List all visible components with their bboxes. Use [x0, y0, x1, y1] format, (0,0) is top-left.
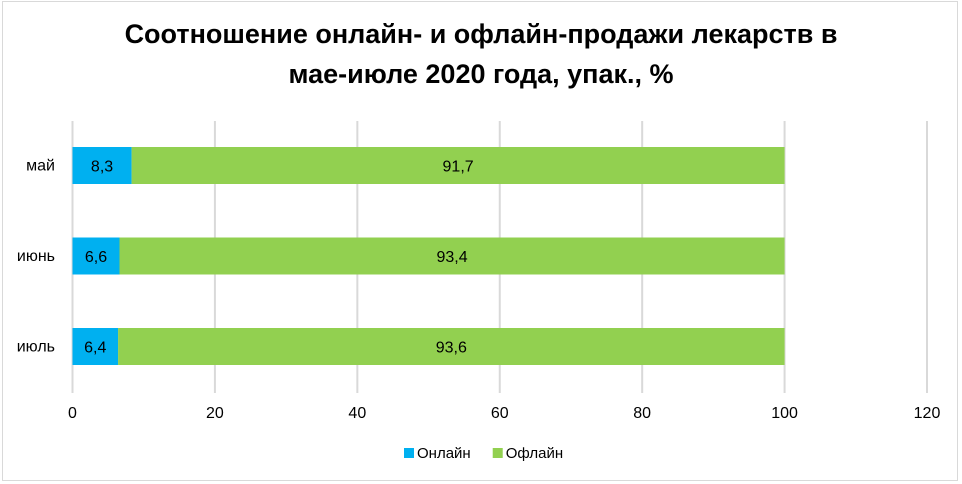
y-category-label: июнь [17, 248, 55, 265]
data-label: 8,3 [91, 159, 113, 176]
bar-Офлайн [119, 237, 785, 275]
legend-swatch [404, 448, 414, 458]
legend-label: Онлайн [417, 445, 471, 462]
y-category-label: май [26, 158, 55, 175]
x-tick-label: 80 [633, 405, 651, 422]
bar-Онлайн [72, 147, 132, 184]
x-tick-label: 120 [914, 405, 941, 422]
x-tick-label: 20 [206, 405, 224, 422]
data-label: 91,7 [443, 159, 474, 176]
chart-title-line-2: мае-июле 2020 года, упак., % [288, 59, 674, 89]
data-label: 93,6 [436, 340, 467, 357]
x-tick-label: 0 [68, 405, 77, 422]
bar-Онлайн [72, 237, 120, 275]
x-tick-label: 60 [491, 405, 509, 422]
legend-label: Офлайн [506, 445, 563, 462]
bar-Офлайн [131, 147, 785, 184]
legend-swatch [492, 448, 503, 458]
y-category-label: июль [17, 339, 55, 356]
data-label: 6,4 [84, 340, 106, 357]
chart-title-line-1: Соотношение онлайн- и офлайн-продажи лек… [124, 19, 838, 49]
data-label: 93,4 [436, 249, 467, 266]
bar-Офлайн [118, 328, 785, 365]
data-label: 6,6 [85, 249, 107, 266]
x-tick-label: 40 [348, 405, 366, 422]
chart-title: Соотношение онлайн- и офлайн-продажи лек… [0, 14, 962, 94]
bar-Онлайн [72, 328, 119, 365]
x-tick-label: 100 [771, 405, 798, 422]
